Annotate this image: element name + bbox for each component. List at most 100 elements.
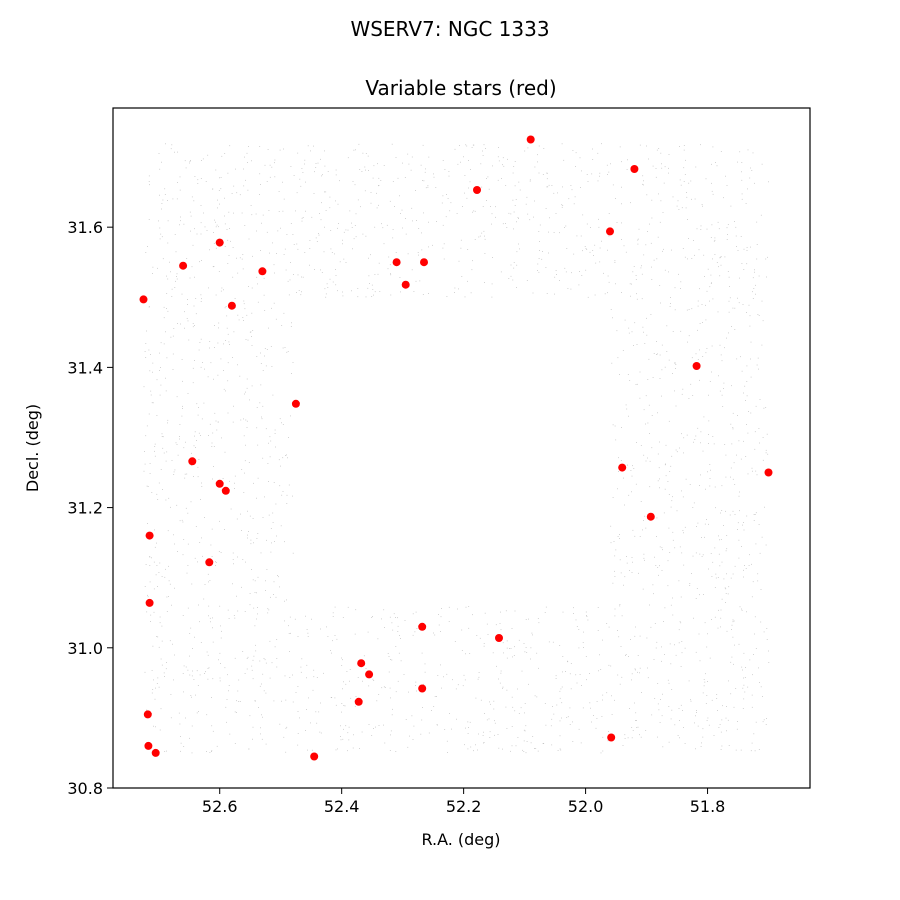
field-star-dot — [484, 612, 486, 614]
field-star-dot — [284, 541, 285, 543]
variable-star-point — [227, 301, 236, 310]
field-star-dot — [749, 554, 750, 556]
field-star-dot — [455, 688, 457, 690]
field-star-dot — [629, 708, 630, 709]
field-star-dot — [552, 641, 554, 643]
field-star-dot — [690, 699, 691, 701]
field-star-dot — [665, 444, 667, 446]
field-star-dot — [413, 291, 415, 292]
field-star-dot — [630, 202, 631, 204]
field-star-dot — [448, 175, 450, 177]
field-star-dot — [610, 163, 611, 165]
field-star-dot — [377, 273, 379, 275]
field-star-dot — [237, 272, 239, 274]
field-star-dot — [697, 329, 698, 331]
field-star-dot — [269, 176, 271, 178]
field-star-dot — [249, 715, 251, 717]
field-star-dot — [765, 407, 767, 408]
field-star-dot — [755, 648, 757, 649]
field-star-dot — [248, 531, 249, 532]
field-star-dot — [758, 275, 760, 277]
field-star-dot — [225, 306, 227, 307]
variable-star-point — [354, 697, 363, 706]
field-star-dot — [739, 491, 740, 493]
field-star-dot — [639, 734, 640, 736]
field-star-dot — [242, 651, 244, 652]
field-star-dot — [234, 743, 236, 744]
field-star-dot — [276, 535, 277, 537]
field-star-dot — [416, 690, 417, 692]
field-star-dot — [688, 680, 690, 682]
field-star-dot — [236, 595, 237, 597]
field-star-dot — [546, 172, 548, 174]
field-star-dot — [580, 742, 582, 744]
field-star-dot — [668, 682, 670, 684]
field-star-dot — [639, 371, 641, 373]
field-star-dot — [647, 379, 649, 380]
field-star-dot — [154, 443, 156, 445]
field-star-dot — [457, 684, 459, 686]
field-star-dot — [367, 155, 369, 157]
field-star-dot — [635, 720, 636, 721]
field-star-dot — [143, 386, 145, 388]
field-star-dot — [161, 664, 163, 666]
field-star-dot — [320, 702, 321, 704]
field-star-dot — [159, 622, 161, 624]
field-star-dot — [633, 468, 635, 469]
field-star-dot — [755, 284, 756, 286]
variable-star-point — [258, 267, 267, 276]
field-star-dot — [755, 721, 757, 723]
field-star-dot — [557, 750, 559, 751]
field-star-dot — [750, 412, 752, 414]
field-star-dot — [421, 719, 423, 721]
field-star-dot — [157, 586, 158, 587]
field-star-dot — [719, 344, 721, 346]
field-star-dot — [687, 219, 688, 220]
field-star-dot — [719, 390, 721, 392]
field-star-dot — [421, 652, 423, 654]
field-star-dot — [397, 625, 399, 627]
field-star-dot — [732, 573, 734, 575]
field-star-dot — [283, 736, 285, 738]
field-star-dot — [639, 397, 641, 399]
field-star-dot — [668, 172, 669, 174]
field-star-dot — [373, 294, 374, 296]
field-star-dot — [243, 303, 245, 305]
field-star-dot — [766, 639, 768, 640]
field-star-dot — [661, 395, 662, 397]
field-star-dot — [559, 690, 561, 692]
field-star-dot — [157, 677, 159, 679]
field-star-dot — [309, 264, 310, 266]
field-star-dot — [243, 185, 245, 187]
field-star-dot — [544, 612, 546, 613]
field-star-dot — [422, 180, 423, 181]
field-star-dot — [476, 635, 478, 636]
field-star-dot — [225, 706, 227, 708]
field-star-dot — [584, 246, 586, 247]
field-star-dot — [233, 185, 235, 187]
field-star-dot — [629, 283, 631, 285]
field-star-dot — [696, 712, 697, 713]
field-star-dot — [762, 459, 764, 461]
field-star-dot — [153, 679, 154, 681]
field-star-dot — [469, 721, 471, 723]
field-star-dot — [252, 518, 254, 519]
field-star-dot — [664, 366, 666, 368]
field-star-dot — [709, 485, 711, 487]
field-star-dot — [184, 311, 185, 313]
field-star-dot — [428, 156, 430, 158]
field-star-dot — [152, 266, 154, 268]
field-star-dot — [538, 231, 540, 232]
field-star-dot — [166, 275, 167, 277]
field-star-dot — [176, 276, 177, 277]
field-star-dot — [294, 618, 296, 620]
field-star-dot — [695, 166, 697, 168]
field-star-dot — [210, 621, 211, 623]
field-star-dot — [580, 187, 581, 188]
variable-stars — [139, 135, 773, 761]
field-star-dot — [635, 384, 637, 385]
field-star-dot — [331, 252, 333, 253]
field-star-dot — [249, 604, 251, 606]
field-star-dot — [703, 685, 705, 687]
field-star-dot — [162, 489, 163, 490]
